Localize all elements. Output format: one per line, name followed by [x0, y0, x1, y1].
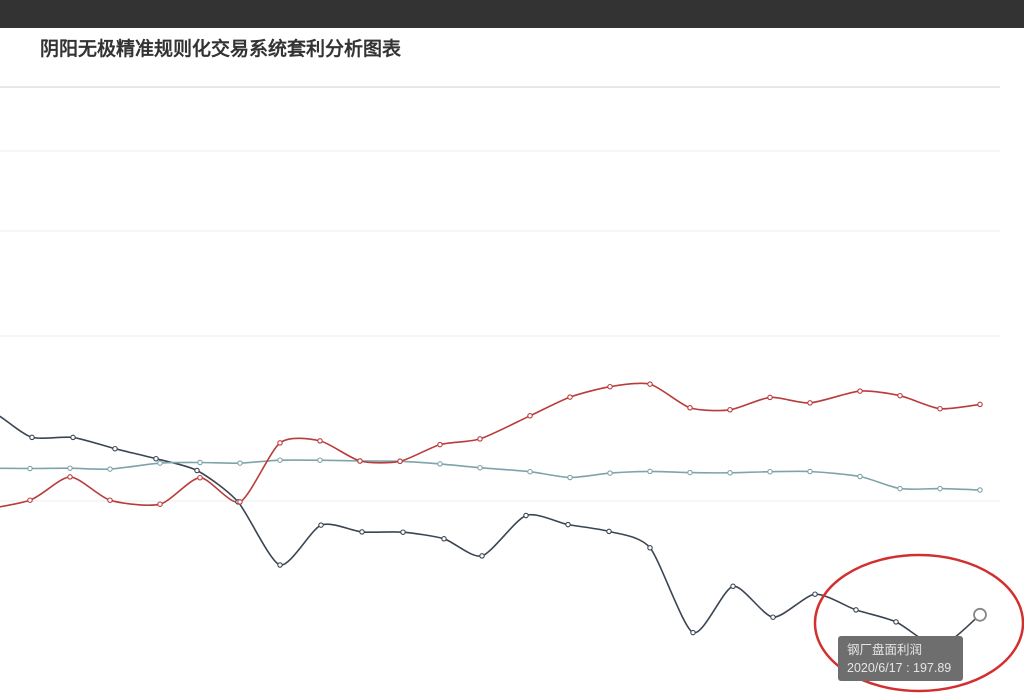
svg-text:钢厂盘面利润: 钢厂盘面利润: [847, 642, 922, 657]
svg-text:2020/6/17 : 197.89: 2020/6/17 : 197.89: [847, 661, 951, 675]
